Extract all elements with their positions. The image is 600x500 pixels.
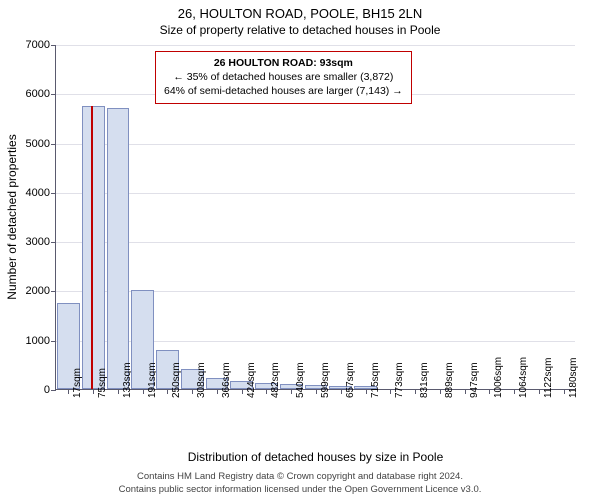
xtick-mark: [390, 389, 391, 394]
ytick-mark: [51, 291, 56, 292]
ytick-label: 5000: [10, 138, 50, 150]
xtick-mark: [440, 389, 441, 394]
gridline: [56, 45, 575, 46]
bar: [82, 106, 105, 389]
footer-line-1: Contains HM Land Registry data © Crown c…: [0, 471, 600, 483]
xtick-mark: [366, 389, 367, 394]
info-line-2: ← 35% of detached houses are smaller (3,…: [164, 70, 403, 84]
xtick-mark: [514, 389, 515, 394]
gridline: [56, 242, 575, 243]
info-line-1: 26 HOULTON ROAD: 93sqm: [164, 56, 403, 70]
y-axis-label: Number of detached properties: [5, 134, 19, 299]
chart-subtitle: Size of property relative to detached ho…: [0, 21, 600, 37]
xtick-mark: [291, 389, 292, 394]
marker-line: [91, 106, 93, 389]
ytick-mark: [51, 45, 56, 46]
chart-container: 26, HOULTON ROAD, POOLE, BH15 2LN Size o…: [0, 0, 600, 500]
x-axis-label: Distribution of detached houses by size …: [56, 450, 575, 464]
ytick-label: 0: [10, 384, 50, 396]
xtick-mark: [415, 389, 416, 394]
xtick-mark: [316, 389, 317, 394]
gridline: [56, 193, 575, 194]
xtick-mark: [489, 389, 490, 394]
xtick-mark: [68, 389, 69, 394]
info-line-3: 64% of semi-detached houses are larger (…: [164, 84, 403, 98]
xtick-mark: [192, 389, 193, 394]
bar: [107, 108, 130, 389]
ytick-mark: [51, 193, 56, 194]
ytick-label: 6000: [10, 88, 50, 100]
footer: Contains HM Land Registry data © Crown c…: [0, 471, 600, 496]
ytick-mark: [51, 144, 56, 145]
xtick-mark: [242, 389, 243, 394]
ytick-mark: [51, 242, 56, 243]
xtick-mark: [167, 389, 168, 394]
ytick-label: 1000: [10, 335, 50, 347]
info-box: 26 HOULTON ROAD: 93sqm ← 35% of detached…: [155, 51, 412, 104]
ytick-mark: [51, 341, 56, 342]
xtick-mark: [465, 389, 466, 394]
ytick-mark: [51, 94, 56, 95]
xtick-mark: [266, 389, 267, 394]
xtick-mark: [564, 389, 565, 394]
xtick-mark: [118, 389, 119, 394]
gridline: [56, 144, 575, 145]
ytick-mark: [51, 390, 56, 391]
xtick-mark: [93, 389, 94, 394]
ytick-label: 4000: [10, 187, 50, 199]
chart-wrap: Number of detached properties Distributi…: [55, 45, 575, 390]
ytick-label: 3000: [10, 236, 50, 248]
ytick-label: 7000: [10, 39, 50, 51]
xtick-mark: [341, 389, 342, 394]
xtick-mark: [539, 389, 540, 394]
xtick-mark: [143, 389, 144, 394]
xtick-mark: [217, 389, 218, 394]
chart-title: 26, HOULTON ROAD, POOLE, BH15 2LN: [0, 0, 600, 21]
ytick-label: 2000: [10, 285, 50, 297]
footer-line-2: Contains public sector information licen…: [0, 484, 600, 496]
